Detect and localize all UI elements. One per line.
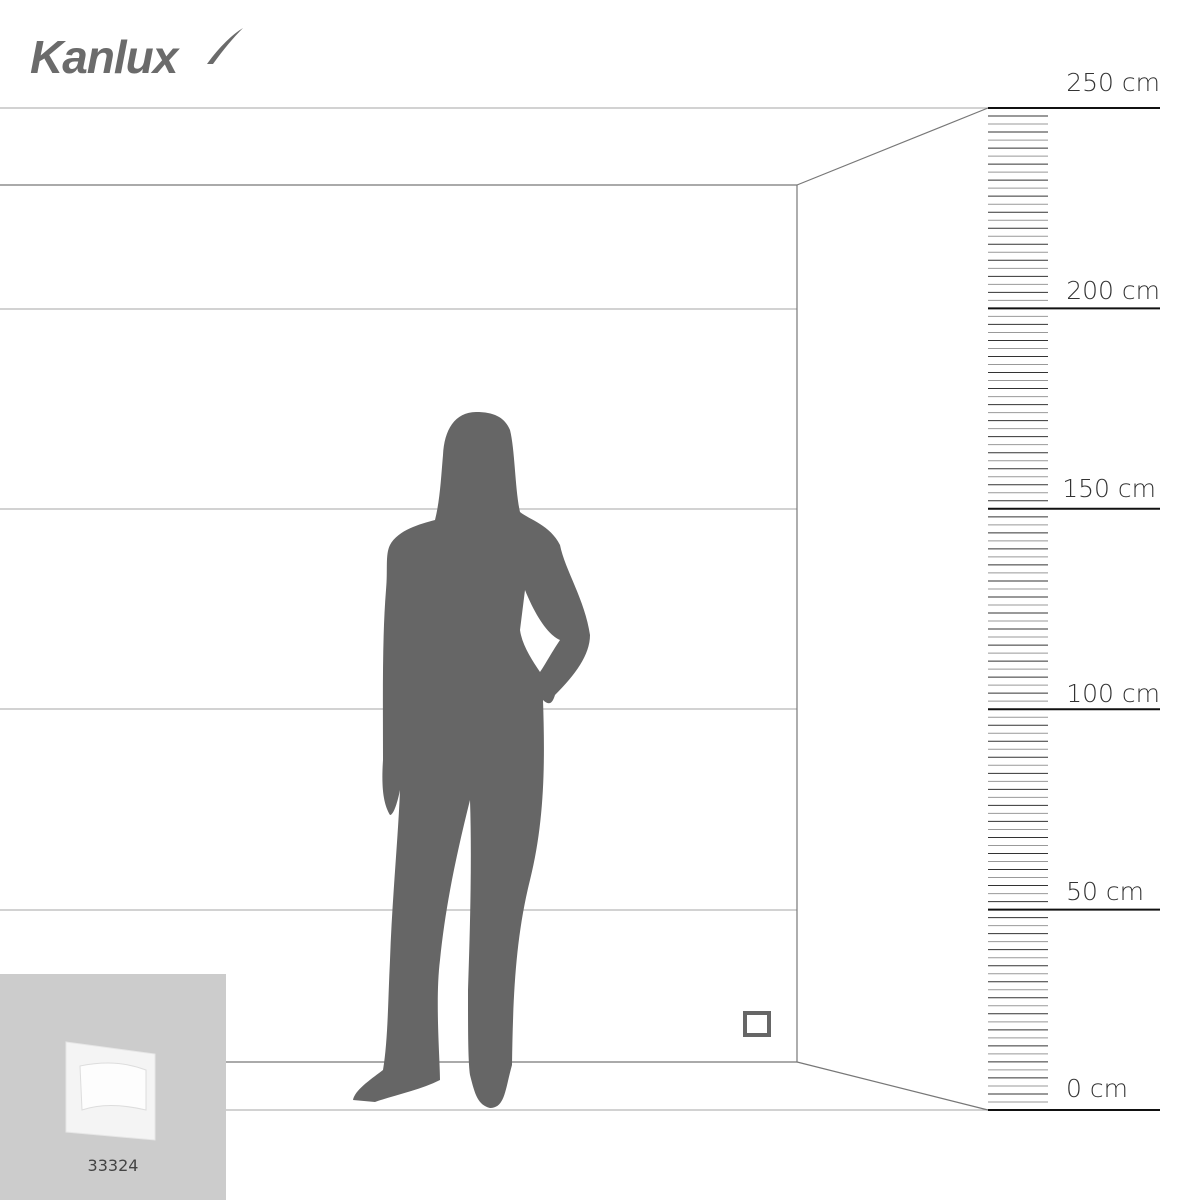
woman-silhouette xyxy=(353,412,590,1108)
product-code: 33324 xyxy=(87,1156,139,1175)
scale-label-50: 50 cm xyxy=(1066,877,1144,906)
product-thumbnail: 33324 xyxy=(0,974,226,1200)
height-ruler xyxy=(988,107,1160,1111)
scale-label-200: 200 cm xyxy=(1066,276,1160,305)
scale-label-0: 0 cm xyxy=(1066,1074,1128,1103)
product-image xyxy=(65,1041,156,1141)
wall-outline xyxy=(0,107,989,1111)
logo-text: Kanlux xyxy=(30,31,178,83)
scale-label-100: 100 cm xyxy=(1066,679,1160,708)
scale-label-250: 250 cm xyxy=(1066,68,1160,97)
step-light-fixture xyxy=(743,1011,771,1037)
kanlux-logo: Kanlux xyxy=(30,28,243,84)
logo-swoosh-icon xyxy=(207,28,243,64)
scale-label-150: 150 cm xyxy=(1062,474,1156,503)
